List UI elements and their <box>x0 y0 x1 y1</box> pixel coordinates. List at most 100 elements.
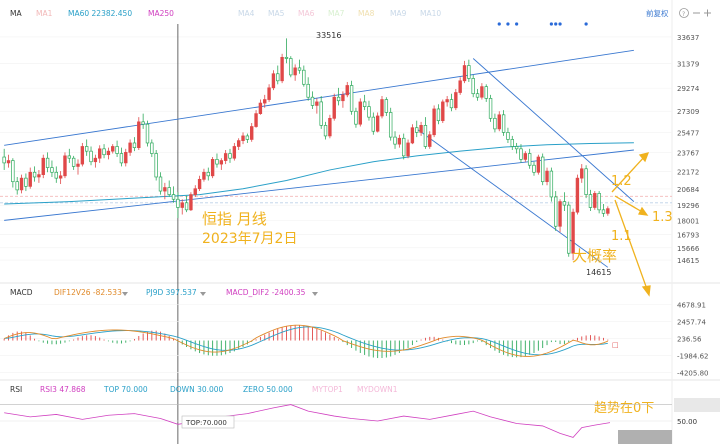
candle-body <box>206 171 210 177</box>
signal-dot <box>584 22 588 26</box>
rsi-legend-zero[interactable]: ZERO 50.000 <box>243 385 293 394</box>
candle-body <box>202 171 206 180</box>
candle-body <box>158 176 163 192</box>
candle-body <box>449 99 454 109</box>
candle-body <box>80 146 85 165</box>
macd-lines <box>4 324 608 357</box>
macd-legend: MACD DIF12V26 -82.533 PJ9D 397.537 MACD_… <box>10 288 306 297</box>
candle-body <box>462 65 467 82</box>
rsi-legend-mydown1[interactable]: MYDOWN1 <box>357 385 398 394</box>
candle-body <box>393 136 397 145</box>
candle-body <box>45 157 50 168</box>
candle-body <box>562 201 567 206</box>
candle-body <box>215 159 219 165</box>
price-tick-label: 18001 <box>677 217 699 225</box>
candle-body <box>145 123 150 144</box>
candle-body <box>271 73 276 89</box>
ma-legend-ma8[interactable]: MA8 <box>358 9 375 18</box>
ma-legend-ma7[interactable]: MA7 <box>328 9 345 18</box>
rsi-scroll-block[interactable] <box>618 430 672 444</box>
rsi-legend-top[interactable]: TOP 70.000 <box>103 385 148 394</box>
signal-dots <box>497 22 588 26</box>
candle-body <box>28 171 32 187</box>
candle-body <box>241 135 245 141</box>
candle-body <box>280 56 284 82</box>
candlesticks <box>2 38 610 261</box>
ma-legend: MA MA1 MA60 22382.450 MA250 MA4 MA5 MA6 … <box>10 9 441 18</box>
ma-legend-ma1[interactable]: MA1 <box>36 9 53 18</box>
candle-body <box>554 196 558 227</box>
candle-body <box>397 137 402 145</box>
low-label: 14615 <box>586 268 611 277</box>
price-adjust-toggle[interactable]: 前复权 <box>646 8 669 18</box>
plus-icon[interactable] <box>704 9 711 17</box>
candle-body <box>254 113 258 127</box>
macd-tick-label: -1984.62 <box>677 353 708 361</box>
signal-dot <box>549 22 553 26</box>
candle-body <box>341 94 345 102</box>
candle-body <box>132 142 137 149</box>
ma-legend-title: MA <box>10 9 22 18</box>
candle-body <box>567 204 571 254</box>
signal-dot <box>506 22 510 26</box>
rsi-legend-rsi3[interactable]: RSI3 47.868 <box>40 385 86 394</box>
candle-body <box>41 157 45 175</box>
ma-legend-ma9[interactable]: MA9 <box>390 9 407 18</box>
candle-body <box>137 121 141 149</box>
candle-body <box>98 148 102 159</box>
candle-body <box>228 153 232 159</box>
candle-body <box>362 101 367 107</box>
price-tick-label: 16793 <box>677 232 699 240</box>
candle-body <box>428 134 432 147</box>
candle-body <box>454 92 458 109</box>
candle-body <box>319 101 323 126</box>
candle-body <box>575 177 580 213</box>
candle-body <box>423 125 428 147</box>
candle-body <box>549 170 554 198</box>
candle-body <box>475 93 480 98</box>
price-tick-label: 25477 <box>677 130 699 138</box>
candle-body <box>32 171 37 178</box>
ma-legend-ma6[interactable]: MA6 <box>298 9 315 18</box>
ma-legend-ma4[interactable]: MA4 <box>238 9 255 18</box>
candle-body <box>371 116 376 132</box>
rsi-legend-mytop1[interactable]: MYTOP1 <box>312 385 343 394</box>
chart-title: 恒指 月线 <box>202 210 267 228</box>
rsi-legend-down[interactable]: DOWN 30.000 <box>170 385 224 394</box>
candle-body <box>154 153 158 178</box>
candle-body <box>345 85 349 96</box>
ma-legend-ma5[interactable]: MA5 <box>268 9 285 18</box>
macd-legend-dif[interactable]: DIF12V26 -82.533 <box>54 288 122 297</box>
candle-body <box>219 160 224 165</box>
price-tick-label: 23767 <box>677 150 699 158</box>
candle-body <box>163 187 167 192</box>
forecast-arrows <box>611 152 651 297</box>
candle-body <box>493 117 497 130</box>
question-icon[interactable]: ? <box>679 8 689 19</box>
candle-body <box>388 112 393 138</box>
candle-body <box>310 96 315 106</box>
macd-panel-grid <box>0 304 672 373</box>
candle-body <box>580 168 584 179</box>
candle-body <box>484 86 488 99</box>
macd-legend-dif2[interactable]: MACD_DIF2 -2400.35 <box>226 288 306 297</box>
price-tick-label: 14615 <box>677 257 699 265</box>
candle-body <box>384 99 389 113</box>
high-label: 33516 <box>316 31 341 40</box>
annotation-1-2: 1.2 <box>611 174 632 189</box>
candle-body <box>536 156 541 173</box>
rsi-top-line-label: TOP:70.000 <box>185 419 227 427</box>
ma-legend-ma10[interactable]: MA10 <box>420 9 441 18</box>
price-axis-ticks: 33637 31379 29274 27309 25477 23767 22172 20684… <box>677 34 700 265</box>
ma-legend-ma250[interactable]: MA250 <box>148 9 174 18</box>
candle-body <box>180 202 184 208</box>
macd-legend-dea[interactable]: PJ9D 397.537 <box>146 288 197 297</box>
candle-body <box>263 99 267 104</box>
macd-axis-ticks: 4678.91 2457.74 236.56 -1984.62 -4205.80 <box>677 302 708 378</box>
macd-dea-line <box>4 326 608 356</box>
ma-legend-ma60[interactable]: MA60 22382.450 <box>68 9 132 18</box>
candle-body <box>93 157 98 163</box>
candle-body <box>415 127 419 133</box>
